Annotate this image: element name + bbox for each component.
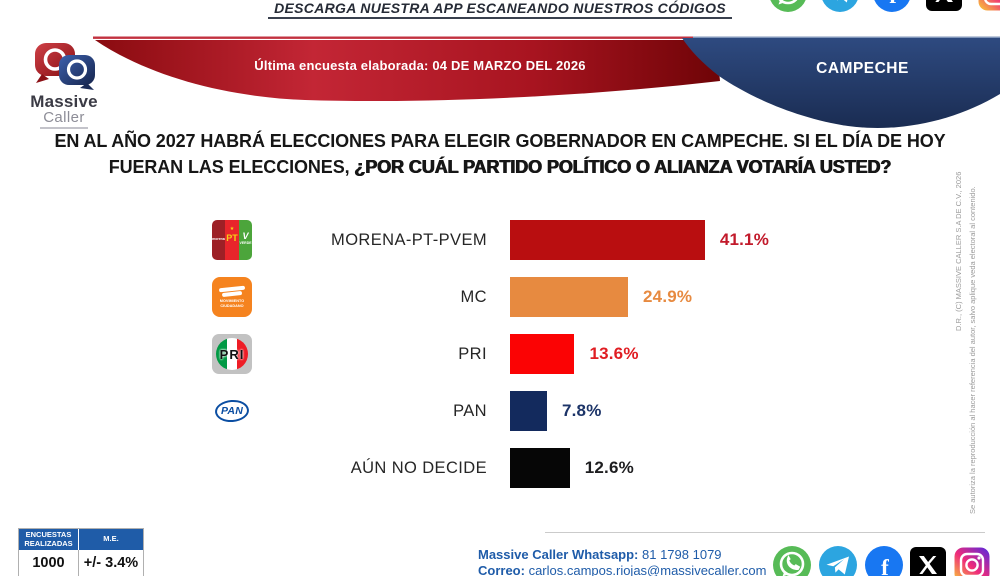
contact-block: Massive Caller Whatsapp: 81 1798 1079 Co… [478,547,766,576]
mc-text-line2: CIUDADANO [220,303,244,308]
svg-text:f: f [881,555,889,576]
value-label: 13.6% [589,344,639,363]
sample-table: ENCUESTAS REALIZADAS M.E. 1000 +/- 3.4% [18,528,144,576]
pri-text: PRI [219,347,245,362]
pvem-text: VERDE [239,241,252,245]
value-label: 41.1% [719,230,770,249]
chart-row-pri: PRI PRI 13.6% [212,334,639,374]
table-value-me: +/- 3.4% [83,555,139,571]
email-label: Correo: [478,563,525,576]
row-label: PRI [458,344,487,363]
facebook-icon[interactable]: f [872,0,912,13]
telegram-icon[interactable] [820,0,860,13]
party-logo-pri: PRI [212,334,252,374]
svg-text:f: f [889,0,897,8]
email-line: Correo: carlos.campos.riojas@massivecall… [478,563,766,576]
chart-row-aun-no-decide: AÚN NO DECIDE 12.6% [212,448,634,488]
massive-caller-logo: Massive Caller [14,42,114,129]
bar-aun-no-decide [510,448,570,488]
empty-logo-slot [212,448,252,488]
chart-row-morena: morena ★ PT V VERDE MORENA-PT-PVEM 41.1% [212,220,769,260]
telegram-icon[interactable] [818,545,858,576]
copyright-vertical: D.R., (C) MASSIVE CALLER S.A DE C.V., 20… [954,171,963,331]
chart-row-mc: MOVIMIENTO CIUDADANO MC 24.9% [212,277,692,317]
pvem-bird-icon: V [242,231,249,241]
bar-pan [510,391,547,431]
poll-question: EN AL AÑO 2027 HABRÁ ELECCIONES PARA ELE… [30,128,970,180]
party-logo-movimiento-ciudadano: MOVIMIENTO CIUDADANO [212,277,252,317]
survey-date-label: Última encuesta elaborada: 04 DE MARZO D… [254,58,586,73]
morena-text: morena [212,237,225,241]
brand-name-top: Massive [30,92,98,111]
table-value-encuestas: 1000 [19,550,79,576]
row-label: MC [460,287,487,306]
state-label: CAMPECHE [816,60,909,77]
instagram-icon[interactable] [952,545,992,576]
party-logo-morena-pt-pvem: morena ★ PT V VERDE [212,220,252,260]
whatsapp-icon[interactable] [768,0,808,13]
whatsapp-number: 81 1798 1079 [638,547,722,562]
brand-name-bottom: Caller [43,109,85,126]
footer-divider [545,532,985,533]
table-header-me: M.E. [103,534,119,544]
disclaimer-vertical: Se autoriza la reproducción al hacer ref… [968,186,977,514]
bar-pri [510,334,575,374]
question-line1: EN AL AÑO 2027 HABRÁ ELECCIONES PARA ELE… [54,131,946,151]
table-header-encuestas: ENCUESTAS REALIZADAS [19,529,79,550]
question-line2-regular: FUERAN LAS ELECCIONES, [108,157,355,177]
chart-row-pan: PAN PAN 7.8% [212,391,602,431]
whatsapp-line: Massive Caller Whatsapp: 81 1798 1079 [478,547,766,563]
banner-ribbons [93,36,1000,128]
mc-text-line1: MOVIMIENTO [219,299,245,303]
x-icon[interactable] [908,545,948,576]
app-download-tagline-wrap: DESCARGA NUESTRA APP ESCANEANDO NUESTROS… [0,0,1000,19]
row-label: PAN [453,401,487,420]
brand-tagline-rule [40,127,88,129]
bar-morena [510,220,705,260]
whatsapp-label: Massive Caller Whatsapp: [478,547,639,562]
whatsapp-icon[interactable] [772,545,812,576]
email-link[interactable]: carlos.campos.riojas@massivecaller.com [524,563,767,576]
value-label: 12.6% [584,458,634,477]
app-download-tagline: DESCARGA NUESTRA APP ESCANEANDO NUESTROS… [268,1,732,19]
party-logo-pan: PAN [212,391,252,431]
bar-mc [510,277,629,317]
facebook-icon[interactable]: f [864,545,904,576]
value-label: 24.9% [643,287,693,306]
row-label: MORENA-PT-PVEM [331,230,487,249]
question-line2-bold: ¿POR CUÁL PARTIDO POLÍTICO O ALIANZA VOT… [354,157,892,177]
instagram-icon[interactable] [976,0,1000,13]
row-label: AÚN NO DECIDE [350,458,487,477]
pt-star-icon: ★ [229,226,235,232]
value-label: 7.8% [561,401,602,420]
pt-text: PT [226,233,238,243]
massive-caller-logo-icon [35,43,95,90]
x-icon[interactable] [924,0,964,13]
pan-text: PAN [221,405,243,417]
